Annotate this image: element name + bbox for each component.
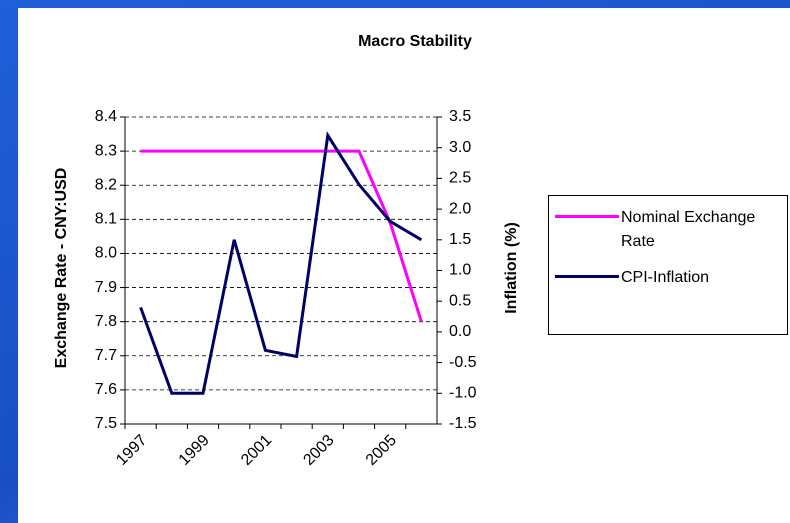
- y-tick-label: 7.6: [95, 381, 117, 398]
- y-tick-label: 7.9: [95, 279, 117, 296]
- y-tick-label: 7.7: [95, 347, 117, 364]
- legend-label: Nominal Exchange Rate: [621, 209, 756, 250]
- legend-entry: CPI-Inflation: [555, 266, 781, 290]
- series-line: [140, 149, 423, 323]
- y2-tick-label: -1.0: [449, 385, 477, 402]
- legend-entry: Nominal Exchange Rate: [555, 206, 781, 254]
- y-axis-title: Exchange Rate - CNY:USD: [53, 168, 70, 369]
- x-tick-label: 2005: [363, 432, 400, 469]
- y2-tick-label: 0.5: [449, 292, 471, 309]
- y2-tick-label: 0.0: [449, 323, 471, 340]
- y2-tick-label: 1.5: [449, 231, 471, 248]
- y2-tick-label: 1.0: [449, 262, 471, 279]
- y-tick-label: 8.3: [95, 142, 117, 159]
- y-tick-label: 8.0: [95, 245, 117, 262]
- y2-tick-label: -1.5: [449, 415, 477, 432]
- y-tick-label: 7.5: [95, 415, 117, 432]
- y2-tick-label: 3.0: [449, 139, 471, 156]
- y2-axis-title: Inflation (%): [503, 222, 520, 314]
- y-tick-label: 8.2: [95, 176, 117, 193]
- series-line: [139, 131, 423, 395]
- y-tick-label: 8.1: [95, 211, 117, 228]
- y-tick-label: 8.4: [95, 108, 117, 125]
- y2-tick-label: 2.5: [449, 170, 471, 187]
- y2-tick-label: -0.5: [449, 354, 477, 371]
- y2-tick-label: 3.5: [449, 108, 471, 125]
- y-tick-label: 7.8: [95, 313, 117, 330]
- chart-title: Macro Stability: [358, 33, 472, 50]
- x-tick-label: 2001: [238, 432, 275, 469]
- legend-swatch: [555, 215, 619, 218]
- x-tick-label: 1999: [176, 432, 213, 469]
- legend-swatch: [555, 275, 619, 278]
- x-tick-label: 2003: [300, 432, 337, 469]
- y2-tick-label: 2.0: [449, 200, 471, 217]
- x-tick-label: 1997: [113, 432, 150, 469]
- legend: Nominal Exchange Rate CPI-Inflation: [548, 195, 788, 335]
- legend-label: CPI-Inflation: [621, 269, 710, 286]
